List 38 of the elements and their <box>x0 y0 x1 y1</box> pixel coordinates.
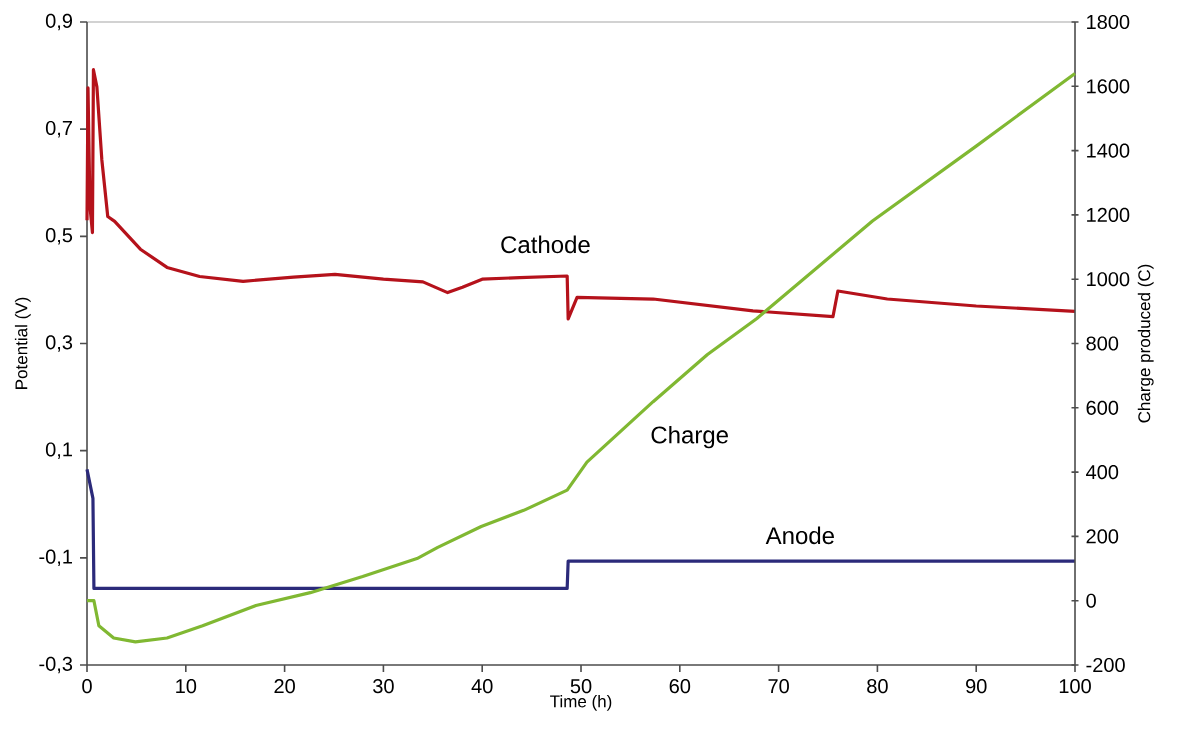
x-tick-label: 90 <box>966 679 987 694</box>
x-tick-label: 60 <box>669 679 691 694</box>
y2-tick-label: 1200 <box>1087 207 1130 222</box>
x-tick-label: 40 <box>471 679 493 694</box>
line-series <box>85 467 1077 590</box>
y-tick-label: 0,7 <box>45 120 72 138</box>
series-label: Cathode <box>501 235 590 254</box>
y2-tick-label: 600 <box>1086 400 1119 415</box>
x-tick-label: 100 <box>1059 679 1091 694</box>
y2-tick-label: 1600 <box>1087 79 1130 94</box>
x-tick-label: 50 <box>570 679 592 694</box>
y-tick-label: 0,3 <box>45 335 73 352</box>
y2-tick-label: 200 <box>1086 529 1119 544</box>
y2-tick-label: -200 <box>1086 657 1125 673</box>
x-tick-label: 30 <box>373 679 394 694</box>
y-tick-label: 0,5 <box>45 228 73 245</box>
x-tick-label: 70 <box>768 679 789 694</box>
y-tick-label: -0,1 <box>39 549 72 567</box>
x-tick-label: 10 <box>176 679 197 694</box>
y-tick-label: 0,1 <box>45 442 72 459</box>
x-axis-title: Time (h) <box>550 694 612 711</box>
y-tick-label: -0,3 <box>39 656 73 674</box>
y2-axis-title: Charge produced (C) <box>1137 264 1154 423</box>
y-axis-title: Potential (V) <box>14 297 31 389</box>
line-series <box>85 68 1077 321</box>
series-label: Charge <box>651 425 728 449</box>
y2-tick-label: 800 <box>1086 336 1119 351</box>
y-tick-label: 0,9 <box>45 13 73 31</box>
y2-tick-label: 0 <box>1086 593 1096 608</box>
y2-tick-label: 1800 <box>1087 14 1130 30</box>
x-tick-label: 80 <box>867 679 888 694</box>
series-label: Anode <box>765 526 834 545</box>
y2-tick-label: 1000 <box>1087 272 1130 287</box>
y2-tick-label: 1400 <box>1087 143 1130 158</box>
x-tick-label: 0 <box>82 679 92 694</box>
y2-tick-label: 400 <box>1086 465 1119 480</box>
line-series <box>85 71 1077 644</box>
x-tick-label: 20 <box>274 679 295 694</box>
